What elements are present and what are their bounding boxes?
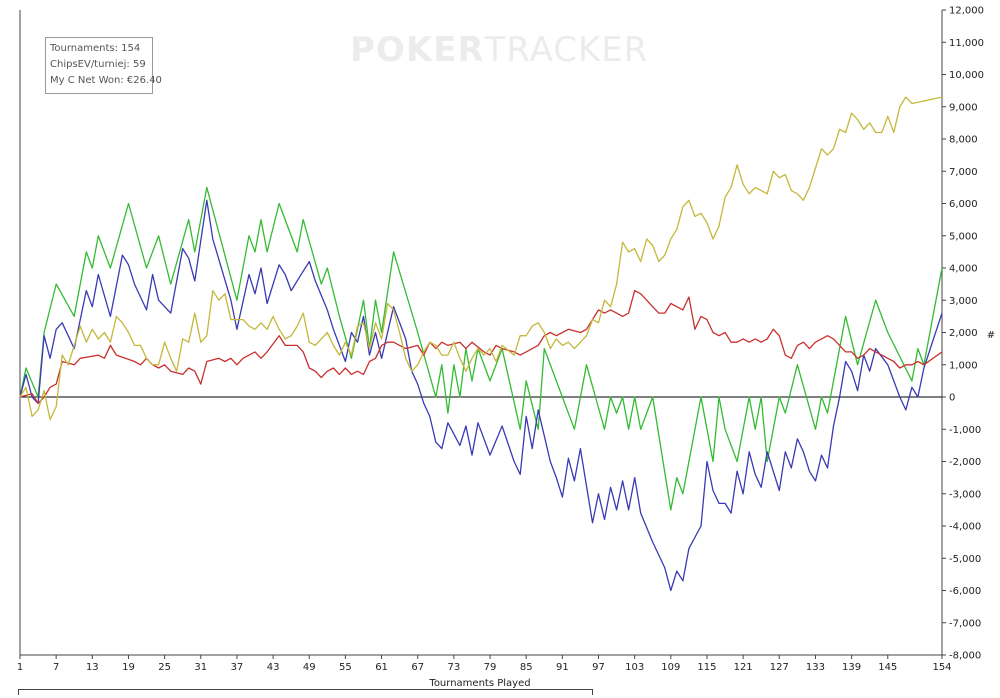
stats-box: Tournaments: 154 ChipsEV/turniej: 59 My …	[45, 37, 162, 94]
x-tick-label: 154	[932, 662, 951, 673]
x-tick-label: 37	[231, 662, 244, 673]
x-tick-label: 97	[592, 662, 605, 673]
axes-layer: -8,000 -7,000 -6,000 -5,000 -4,000 -3,000 -2,0…	[17, 6, 984, 674]
y-tick-label: -2,000	[949, 457, 981, 468]
x-tick-label: 49	[303, 662, 316, 673]
y-axis-title: #	[987, 330, 995, 341]
pokertracker-watermark: POKERTRACKER	[350, 30, 648, 70]
y-tick-label: -5,000	[949, 554, 981, 565]
y-tick-label: 10,000	[949, 70, 984, 81]
x-tick-label: 1	[17, 662, 23, 673]
x-tick-label: 91	[556, 662, 569, 673]
stat-chipsev: ChipsEV/turniej: 59	[50, 59, 146, 70]
x-tick-label: 145	[878, 662, 897, 673]
x-tick-label: 79	[484, 662, 497, 673]
y-tick-label: 9,000	[949, 102, 978, 113]
y-tick-label: 3,000	[949, 296, 978, 307]
x-tick-label: 31	[194, 662, 207, 673]
x-tick-label: 103	[625, 662, 644, 673]
x-axis-title: Tournaments Played	[428, 678, 530, 689]
y-tick-label: 8,000	[949, 135, 978, 146]
x-tick-label: 115	[697, 662, 716, 673]
x-tick-label: 13	[86, 662, 99, 673]
y-tick-label: -4,000	[949, 522, 981, 533]
y-tick-label: 1,000	[949, 360, 978, 371]
stat-net-won: My C Net Won: €26.40	[50, 75, 162, 86]
x-tick-label: 43	[267, 662, 280, 673]
series-line-3	[19, 289, 943, 405]
x-tick-label: 61	[375, 662, 388, 673]
x-tick-label: 7	[53, 662, 59, 673]
series-layer	[19, 96, 943, 592]
y-tick-label: 7,000	[949, 167, 978, 178]
y-tick-label: 6,000	[949, 199, 978, 210]
series-line-4	[19, 96, 943, 421]
x-tick-label: 85	[520, 662, 533, 673]
y-tick-label: 0	[949, 393, 955, 404]
y-tick-label: -8,000	[949, 651, 981, 662]
bottom-panel-edge	[18, 689, 593, 695]
x-tick-label: 73	[448, 662, 461, 673]
series-line-2	[19, 199, 943, 592]
y-tick-label: 5,000	[949, 231, 978, 242]
y-tick-label: 4,000	[949, 264, 978, 275]
y-tick-label: -7,000	[949, 618, 981, 629]
y-tick-label: -6,000	[949, 586, 981, 597]
watermark-part2: TRACKER	[484, 30, 649, 70]
x-tick-label: 127	[770, 662, 789, 673]
x-tick-label: 19	[122, 662, 135, 673]
y-tick-label: -1,000	[949, 425, 981, 436]
x-tick-label: 121	[734, 662, 753, 673]
x-tick-label: 133	[806, 662, 825, 673]
watermark-part1: POKER	[350, 30, 485, 70]
y-tick-label: 12,000	[949, 6, 984, 17]
y-tick-label: 2,000	[949, 328, 978, 339]
stat-tournaments: Tournaments: 154	[50, 43, 141, 54]
y-tick-label: -3,000	[949, 489, 981, 500]
x-tick-label: 25	[158, 662, 171, 673]
x-tick-label: 55	[339, 662, 352, 673]
x-tick-label: 109	[661, 662, 680, 673]
y-tick-label: 11,000	[949, 38, 984, 49]
x-tick-label: 67	[411, 662, 424, 673]
x-tick-label: 139	[842, 662, 861, 673]
